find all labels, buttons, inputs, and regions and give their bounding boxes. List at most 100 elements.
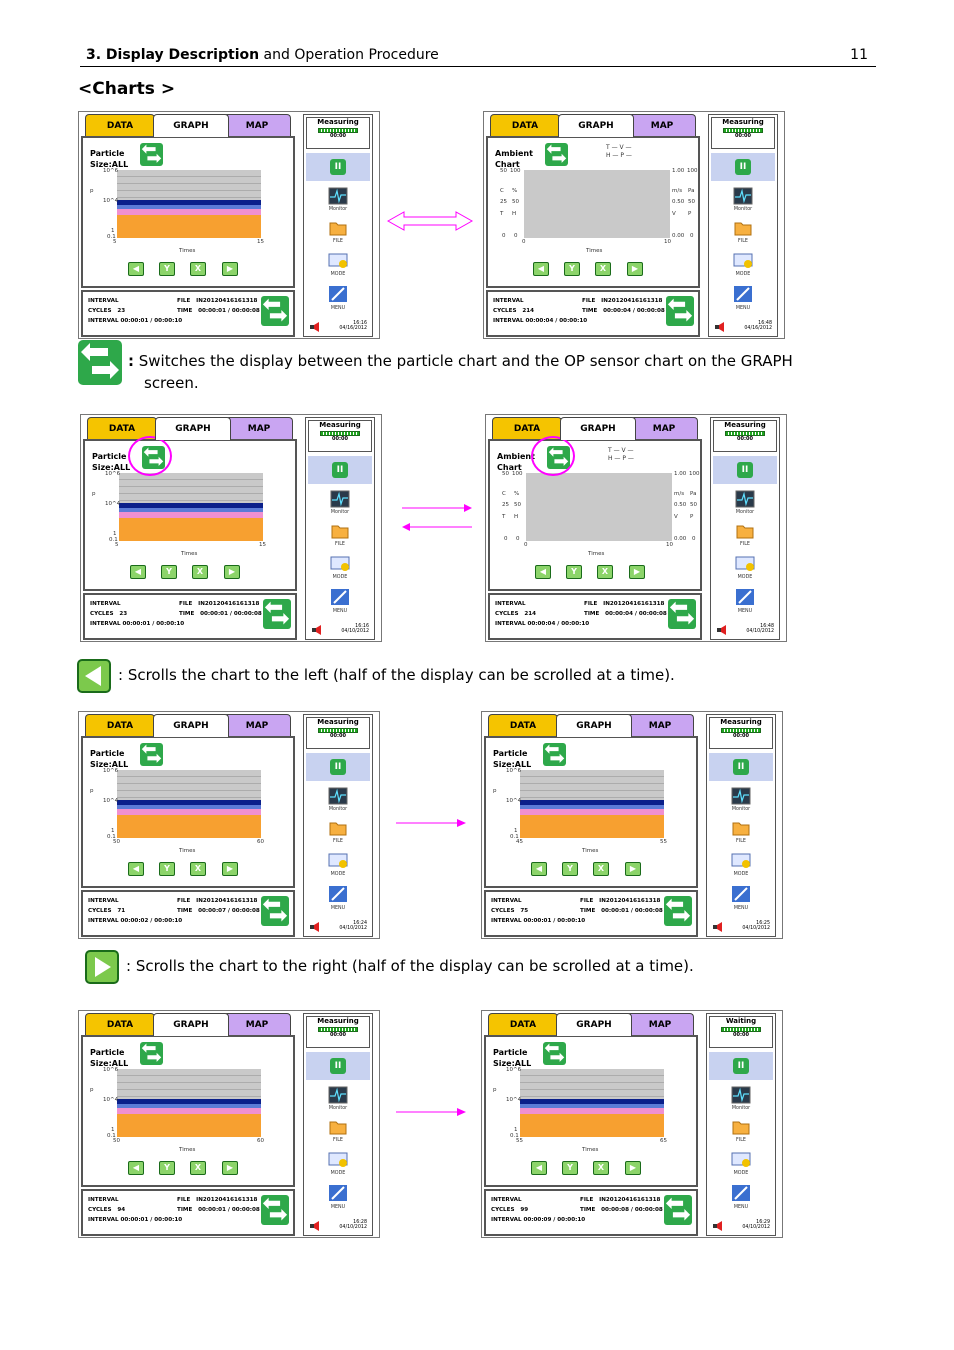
scroll-right-button[interactable]: ▶: [625, 1161, 641, 1175]
folder-icon[interactable]: [731, 1118, 751, 1136]
pause-button[interactable]: II: [713, 456, 777, 484]
tab-graph[interactable]: GRAPH: [556, 714, 632, 737]
tab-data[interactable]: DATA: [490, 114, 560, 136]
scroll-right-button[interactable]: ▶: [224, 565, 240, 579]
tab-graph[interactable]: GRAPH: [153, 114, 229, 137]
folder-icon[interactable]: [733, 219, 753, 237]
pause-button[interactable]: II: [308, 456, 372, 484]
tab-data[interactable]: DATA: [488, 714, 558, 736]
switch-chart-button[interactable]: [543, 743, 566, 766]
switch-info-button[interactable]: [664, 1195, 692, 1225]
x-button[interactable]: X: [190, 1161, 206, 1175]
scroll-right-button[interactable]: ▶: [627, 262, 643, 276]
x-button[interactable]: X: [593, 1161, 609, 1175]
monitor-icon[interactable]: [328, 1086, 348, 1104]
scroll-left-button[interactable]: ◀: [531, 1161, 547, 1175]
monitor-icon[interactable]: [330, 490, 350, 508]
switch-chart-button[interactable]: [140, 1042, 163, 1065]
y-button[interactable]: Y: [562, 862, 578, 876]
folder-icon[interactable]: [735, 522, 755, 540]
monitor-icon[interactable]: [735, 490, 755, 508]
mode-icon[interactable]: [731, 1150, 751, 1168]
x-button[interactable]: X: [593, 862, 609, 876]
x-button[interactable]: X: [595, 262, 611, 276]
tab-data[interactable]: DATA: [85, 714, 155, 736]
folder-icon[interactable]: [328, 219, 348, 237]
switch-info-button[interactable]: [261, 1195, 289, 1225]
mode-icon[interactable]: [328, 851, 348, 869]
tab-map[interactable]: MAP: [223, 1013, 291, 1035]
scroll-right-button[interactable]: ▶: [222, 1161, 238, 1175]
tab-map[interactable]: MAP: [225, 417, 293, 439]
x-button[interactable]: X: [597, 565, 613, 579]
monitor-icon[interactable]: [328, 187, 348, 205]
scroll-right-button[interactable]: ▶: [222, 262, 238, 276]
tab-graph[interactable]: GRAPH: [558, 114, 634, 137]
tab-data[interactable]: DATA: [85, 1013, 155, 1035]
y-button[interactable]: Y: [159, 1161, 175, 1175]
scroll-left-button[interactable]: ◀: [128, 862, 144, 876]
scroll-left-button[interactable]: ◀: [533, 262, 549, 276]
switch-info-button[interactable]: [666, 296, 694, 326]
mode-icon[interactable]: [733, 251, 753, 269]
mode-icon[interactable]: [330, 554, 350, 572]
tab-graph[interactable]: GRAPH: [153, 1013, 229, 1036]
folder-icon[interactable]: [330, 522, 350, 540]
speaker-icon[interactable]: [713, 1221, 727, 1231]
y-button[interactable]: Y: [159, 262, 175, 276]
switch-info-button[interactable]: [261, 896, 289, 926]
tab-data[interactable]: DATA: [488, 1013, 558, 1035]
x-button[interactable]: X: [192, 565, 208, 579]
tab-map[interactable]: MAP: [626, 714, 694, 736]
pause-button[interactable]: II: [306, 753, 370, 781]
switch-chart-button[interactable]: [545, 143, 568, 166]
scroll-left-button[interactable]: ◀: [531, 862, 547, 876]
folder-icon[interactable]: [328, 1118, 348, 1136]
menu-icon[interactable]: [731, 885, 751, 903]
speaker-icon[interactable]: [312, 625, 326, 635]
tab-graph[interactable]: GRAPH: [155, 417, 231, 440]
switch-info-button[interactable]: [664, 896, 692, 926]
tab-graph[interactable]: GRAPH: [556, 1013, 632, 1036]
scroll-left-button[interactable]: ◀: [535, 565, 551, 579]
switch-chart-button[interactable]: [140, 743, 163, 766]
scroll-left-button[interactable]: ◀: [128, 1161, 144, 1175]
speaker-icon[interactable]: [717, 625, 731, 635]
y-button[interactable]: Y: [564, 262, 580, 276]
menu-icon[interactable]: [733, 285, 753, 303]
y-button[interactable]: Y: [566, 565, 582, 579]
speaker-icon[interactable]: [310, 922, 324, 932]
tab-map[interactable]: MAP: [628, 114, 696, 136]
scroll-right-button[interactable]: ▶: [222, 862, 238, 876]
pause-button[interactable]: II: [709, 1052, 773, 1080]
switch-chart-button[interactable]: [140, 143, 163, 166]
switch-info-button[interactable]: [261, 296, 289, 326]
scroll-right-button[interactable]: ▶: [625, 862, 641, 876]
y-button[interactable]: Y: [161, 565, 177, 579]
switch-info-button[interactable]: [263, 599, 291, 629]
monitor-icon[interactable]: [328, 787, 348, 805]
pause-button[interactable]: II: [306, 1052, 370, 1080]
menu-icon[interactable]: [328, 285, 348, 303]
speaker-icon[interactable]: [310, 322, 324, 332]
switch-chart-button[interactable]: [543, 1042, 566, 1065]
tab-map[interactable]: MAP: [223, 714, 291, 736]
x-button[interactable]: X: [190, 862, 206, 876]
monitor-icon[interactable]: [731, 1086, 751, 1104]
tab-data[interactable]: DATA: [85, 114, 155, 136]
x-button[interactable]: X: [190, 262, 206, 276]
pause-button[interactable]: II: [711, 153, 775, 181]
menu-icon[interactable]: [330, 588, 350, 606]
folder-icon[interactable]: [731, 819, 751, 837]
scroll-right-button[interactable]: ▶: [629, 565, 645, 579]
speaker-icon[interactable]: [310, 1221, 324, 1231]
mode-icon[interactable]: [735, 554, 755, 572]
tab-map[interactable]: MAP: [223, 114, 291, 136]
monitor-icon[interactable]: [733, 187, 753, 205]
menu-icon[interactable]: [731, 1184, 751, 1202]
menu-icon[interactable]: [328, 1184, 348, 1202]
scroll-left-button[interactable]: ◀: [128, 262, 144, 276]
menu-icon[interactable]: [735, 588, 755, 606]
y-button[interactable]: Y: [562, 1161, 578, 1175]
tab-map[interactable]: MAP: [630, 417, 698, 439]
